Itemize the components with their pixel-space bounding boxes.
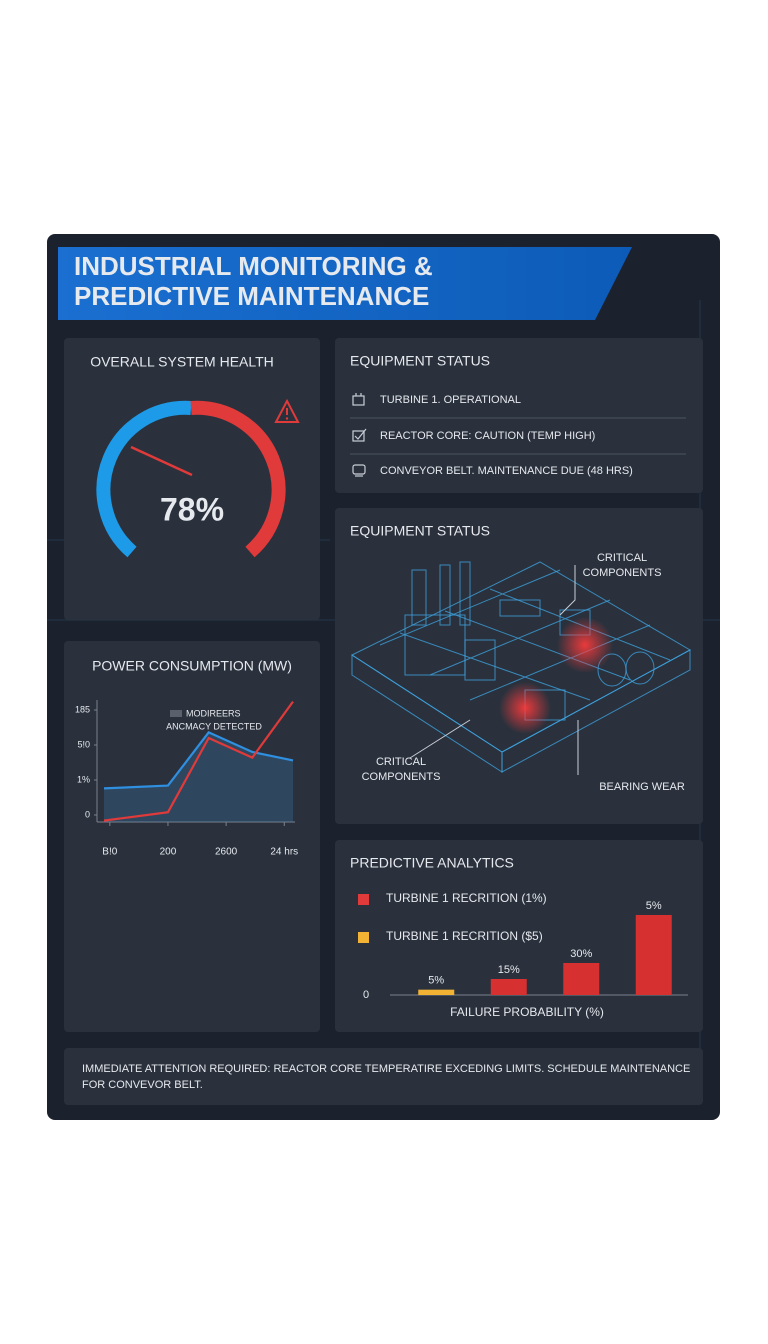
panel-title: EQUIPMENT STATUS xyxy=(350,523,490,539)
bar xyxy=(490,979,527,995)
panel-title: POWER CONSUMPTION (MW) xyxy=(92,658,292,674)
panel-title: EQUIPMENT STATUS xyxy=(350,353,490,369)
panel-title: PREDICTIVE ANALYTICS xyxy=(350,855,514,871)
callout-label: BEARING WEAR xyxy=(599,781,685,793)
power-chart: 0 1% 5!0 185 B!0 200 2600 24 hrs xyxy=(75,700,298,858)
gauge-arc-red xyxy=(190,400,286,558)
callout-label: COMPONENTS xyxy=(583,567,662,579)
line xyxy=(103,731,294,790)
status-item: CONVEYOR BELT. MAINTENANCE DUE (48 HRS) xyxy=(380,465,633,477)
analytics-panel xyxy=(335,840,703,1032)
x-axis-label: FAILURE PROBABILITY (%) xyxy=(450,1005,604,1019)
value-label: 5% xyxy=(646,900,662,912)
title-banner xyxy=(58,247,632,320)
status-icons xyxy=(352,393,367,477)
legend-swatch xyxy=(358,932,369,943)
x-tick-label: 200 xyxy=(160,847,177,858)
bar xyxy=(635,915,672,995)
x-tick-label: B!0 xyxy=(102,847,117,858)
panel-title: OVERALL SYSTEM HEALTH xyxy=(90,354,274,370)
value-label: 5% xyxy=(428,975,444,987)
gauge-arc-blue xyxy=(96,400,192,558)
alert-text: FOR CONVEVOR BELT. xyxy=(82,1079,203,1091)
model-panel xyxy=(335,508,703,824)
callout-lines xyxy=(409,565,579,775)
y-tick-label: 5!0 xyxy=(77,739,90,749)
legend-label: ANCMACY DETECTED xyxy=(166,721,262,731)
y-tick-label: 0 xyxy=(363,989,369,1001)
alert-text: IMMEDIATE ATTENTION REQUIRED: REACTOR CO… xyxy=(82,1063,690,1075)
x-tick-label: 2600 xyxy=(215,847,238,858)
callout-label: COMPONENTS xyxy=(362,771,441,783)
wireframe-model xyxy=(350,561,692,773)
legend-label: TURBINE 1 RECRITION ($5) xyxy=(386,929,543,943)
line xyxy=(103,700,294,822)
y-tick-label: 185 xyxy=(75,704,90,714)
status-item: TURBINE 1. OPERATIONAL xyxy=(380,394,521,406)
legend-swatch xyxy=(358,894,369,905)
analytics-chart: 0 TURBINE 1 RECRITION (1%) TURBINE 1 RECRI… xyxy=(358,891,688,1001)
power-panel xyxy=(64,641,320,1032)
y-tick-label: 0 xyxy=(85,809,90,819)
legend-swatch xyxy=(170,710,182,717)
legend-label: MODIREERS xyxy=(186,708,241,718)
bar xyxy=(563,963,600,995)
legend-label: TURBINE 1 RECRITION (1%) xyxy=(386,891,547,905)
warning-icon xyxy=(274,398,300,423)
value-label: 30% xyxy=(570,948,592,960)
title: PREDICTIVE MAINTENANCE xyxy=(74,281,429,311)
status-item: REACTOR CORE: CAUTION (TEMP HIGH) xyxy=(380,430,595,442)
health-value: 78% xyxy=(160,491,224,527)
y-tick-label: 1% xyxy=(77,774,90,784)
alert-panel xyxy=(64,1048,703,1105)
bar xyxy=(418,989,455,995)
value-label: 15% xyxy=(498,964,520,976)
callout-label: CRITICAL xyxy=(376,756,426,768)
gauge-needle xyxy=(130,445,193,477)
title: INDUSTRIAL MONITORING & xyxy=(74,251,433,281)
callout-label: CRITICAL xyxy=(597,552,647,564)
x-tick-label: 24 hrs xyxy=(270,847,298,858)
